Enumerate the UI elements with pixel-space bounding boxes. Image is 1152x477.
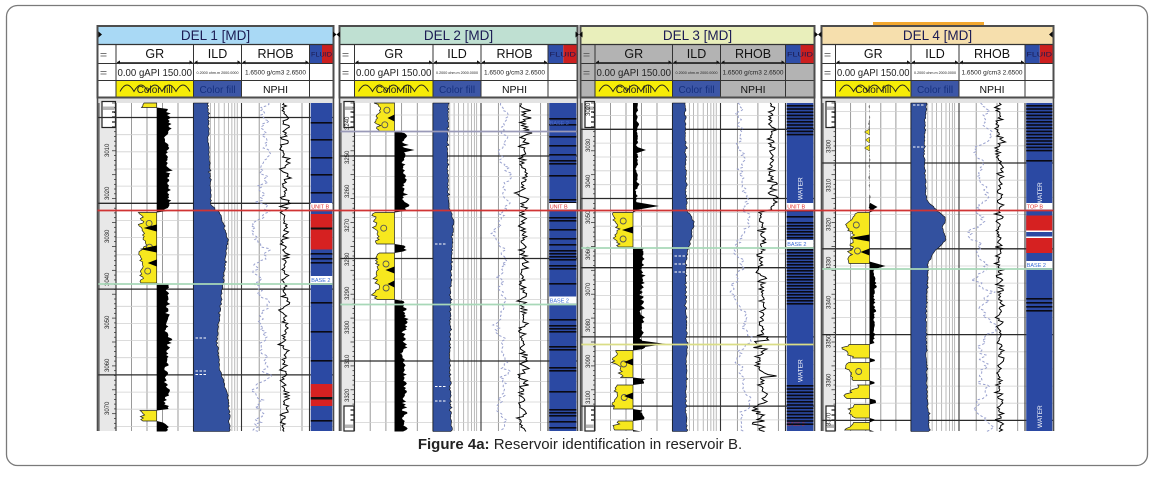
svg-text:0.00 gAPI 150.00: 0.00 gAPI 150.00 bbox=[118, 67, 193, 79]
svg-text:ILD: ILD bbox=[447, 47, 466, 61]
svg-text:3270: 3270 bbox=[345, 218, 351, 232]
svg-text:3300: 3300 bbox=[345, 320, 351, 334]
svg-text:3050: 3050 bbox=[586, 210, 592, 224]
svg-text:3020: 3020 bbox=[586, 102, 592, 116]
svg-text:3070: 3070 bbox=[105, 401, 111, 415]
svg-text:GR: GR bbox=[145, 47, 164, 61]
svg-text:DEL 2 [MD]: DEL 2 [MD] bbox=[424, 28, 493, 43]
svg-text:NPHI: NPHI bbox=[740, 84, 765, 96]
svg-text:0.2000 ohm.m 2000.0000: 0.2000 ohm.m 2000.0000 bbox=[914, 70, 957, 75]
svg-text:Color fill: Color fill bbox=[199, 85, 235, 96]
svg-text:3030: 3030 bbox=[105, 229, 111, 243]
svg-text:FLUID: FLUID bbox=[550, 52, 577, 59]
svg-text:NPHI: NPHI bbox=[263, 84, 288, 96]
svg-text:RHOB: RHOB bbox=[496, 47, 532, 61]
svg-text:0.2000 ohm.m 2000.0000: 0.2000 ohm.m 2000.0000 bbox=[197, 70, 240, 75]
svg-text:3370: 3370 bbox=[827, 412, 833, 426]
svg-text:3080: 3080 bbox=[586, 318, 592, 332]
svg-text:Color fill: Color fill bbox=[917, 85, 953, 96]
svg-text:UNIT B: UNIT B bbox=[550, 205, 568, 211]
svg-text:3070: 3070 bbox=[586, 282, 592, 296]
svg-text:3300: 3300 bbox=[827, 139, 833, 153]
svg-text:3350: 3350 bbox=[827, 334, 833, 348]
svg-text:3030: 3030 bbox=[586, 138, 592, 152]
svg-text:3330: 3330 bbox=[827, 256, 833, 270]
svg-text:BASE 2: BASE 2 bbox=[1027, 263, 1046, 269]
svg-text:NPHI: NPHI bbox=[502, 84, 527, 96]
svg-text:3340: 3340 bbox=[827, 295, 833, 309]
svg-text:3050: 3050 bbox=[105, 315, 111, 329]
svg-text:ILD: ILD bbox=[687, 47, 706, 61]
svg-text:GR: GR bbox=[624, 47, 643, 61]
svg-text:UNIT B: UNIT B bbox=[787, 205, 805, 211]
svg-text:NPHI: NPHI bbox=[979, 84, 1004, 96]
svg-text:3010: 3010 bbox=[105, 143, 111, 157]
svg-text:FLUID: FLUID bbox=[787, 52, 813, 59]
svg-text:3260: 3260 bbox=[345, 184, 351, 198]
svg-text:BASE 2: BASE 2 bbox=[311, 278, 330, 284]
svg-text:Color fill: Color fill bbox=[439, 85, 475, 96]
svg-text:WATER: WATER bbox=[798, 359, 805, 382]
svg-text:0.2000 ohm.m 2000.0000: 0.2000 ohm.m 2000.0000 bbox=[436, 70, 479, 75]
svg-text:1.6500 g/cm3 2.6500: 1.6500 g/cm3 2.6500 bbox=[484, 70, 545, 77]
svg-text:Color fill: Color fill bbox=[678, 85, 714, 96]
svg-text:UNIT B: UNIT B bbox=[311, 205, 329, 211]
svg-text:WATER: WATER bbox=[1037, 405, 1044, 428]
svg-text:GR: GR bbox=[384, 47, 403, 61]
svg-text:1.6500 g/cm3 2.6500: 1.6500 g/cm3 2.6500 bbox=[961, 70, 1022, 77]
svg-text:0.00 gAPI 150.00: 0.00 gAPI 150.00 bbox=[597, 67, 672, 79]
svg-text:FLUID: FLUID bbox=[311, 52, 332, 59]
svg-text:3250: 3250 bbox=[345, 150, 351, 164]
svg-text:RHOB: RHOB bbox=[735, 47, 771, 61]
svg-text:RHOB: RHOB bbox=[974, 47, 1010, 61]
svg-text:3060: 3060 bbox=[586, 246, 592, 260]
svg-text:FLUID: FLUID bbox=[1027, 52, 1053, 59]
svg-text:Color fill: Color fill bbox=[855, 85, 891, 96]
svg-text:0.00 gAPI 150.00: 0.00 gAPI 150.00 bbox=[356, 67, 432, 79]
svg-text:WATER: WATER bbox=[1037, 182, 1044, 205]
svg-text:3240: 3240 bbox=[345, 116, 351, 130]
svg-text:GR: GR bbox=[864, 47, 883, 61]
svg-text:3290: 3290 bbox=[345, 286, 351, 300]
svg-text:3060: 3060 bbox=[105, 358, 111, 372]
svg-text:DEL 1 [MD]: DEL 1 [MD] bbox=[181, 28, 250, 43]
svg-text:3040: 3040 bbox=[105, 272, 111, 286]
svg-text:TOP B: TOP B bbox=[1027, 205, 1044, 211]
svg-text:DEL 3 [MD]: DEL 3 [MD] bbox=[663, 28, 732, 43]
svg-text:3320: 3320 bbox=[345, 388, 351, 402]
svg-text:3310: 3310 bbox=[827, 178, 833, 192]
svg-text:1.6500 g/cm3 2.6500: 1.6500 g/cm3 2.6500 bbox=[722, 70, 783, 77]
svg-text:3320: 3320 bbox=[827, 217, 833, 231]
svg-text:3360: 3360 bbox=[827, 373, 833, 387]
svg-text:3020: 3020 bbox=[105, 186, 111, 200]
svg-text:RHOB: RHOB bbox=[257, 47, 293, 61]
svg-text:BASE 2: BASE 2 bbox=[550, 299, 569, 305]
svg-text:3090: 3090 bbox=[586, 354, 592, 368]
svg-text:Color fill: Color fill bbox=[376, 85, 412, 96]
svg-text:ILD: ILD bbox=[925, 47, 944, 61]
svg-text:WATER: WATER bbox=[798, 177, 805, 200]
svg-text:DEL 4 [MD]: DEL 4 [MD] bbox=[903, 28, 972, 43]
svg-text:1.6500 g/cm3 2.6500: 1.6500 g/cm3 2.6500 bbox=[245, 70, 306, 77]
svg-text:0.00 gAPI 150.00: 0.00 gAPI 150.00 bbox=[837, 67, 910, 79]
svg-text:3040: 3040 bbox=[586, 174, 592, 188]
svg-text:BASE 2: BASE 2 bbox=[787, 242, 806, 248]
svg-text:Color fill: Color fill bbox=[137, 85, 173, 96]
svg-text:ILD: ILD bbox=[208, 47, 227, 61]
svg-text:BASE 2: BASE 2 bbox=[550, 121, 569, 127]
svg-text:0.2000 ohm.m 2000.0000: 0.2000 ohm.m 2000.0000 bbox=[676, 70, 719, 75]
svg-text:3100: 3100 bbox=[586, 390, 592, 404]
svg-text:Color fill: Color fill bbox=[616, 85, 652, 96]
